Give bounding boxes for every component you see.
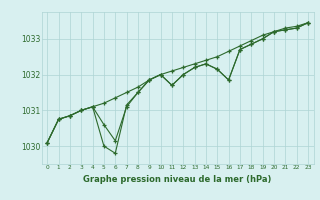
X-axis label: Graphe pression niveau de la mer (hPa): Graphe pression niveau de la mer (hPa) [84, 175, 272, 184]
